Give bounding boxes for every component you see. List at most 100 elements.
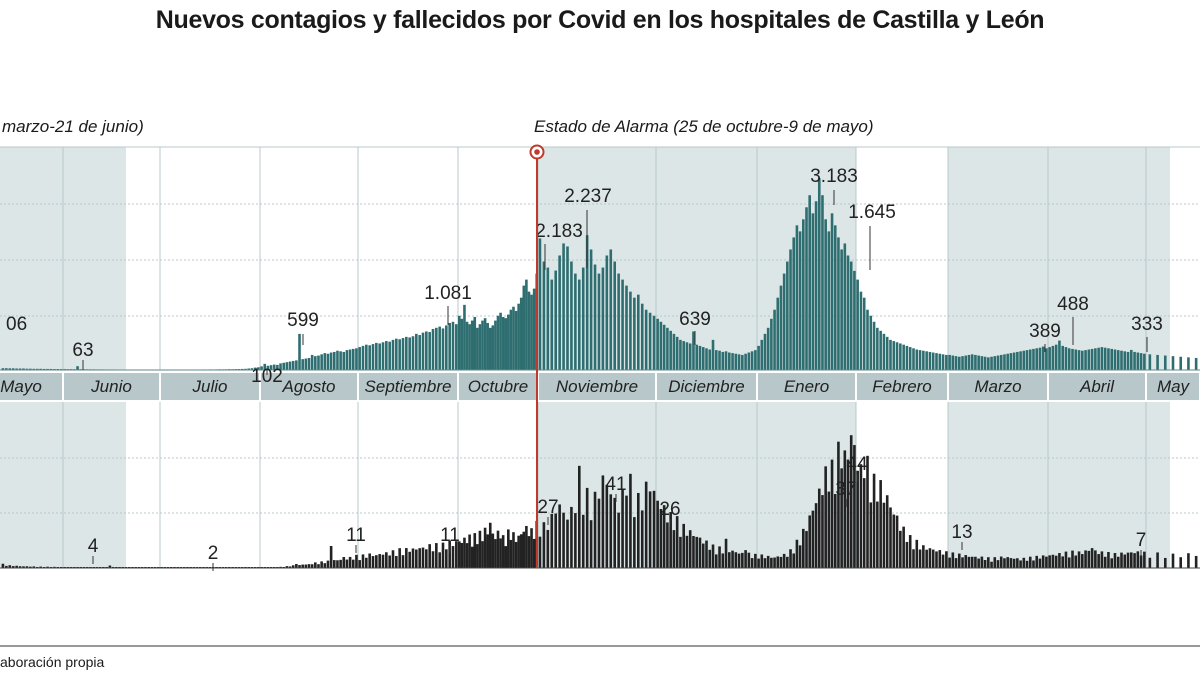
fallecidos-bar — [853, 445, 856, 568]
contagios-bar — [1110, 348, 1113, 370]
contagios-bar — [938, 353, 942, 370]
contagios-bar — [22, 368, 25, 370]
contagios-bar — [317, 355, 320, 370]
contagios-bar — [757, 345, 760, 370]
contagios-bar — [1, 368, 5, 370]
contagios-bar — [18, 368, 22, 370]
contagios-bar — [633, 297, 636, 370]
fallecidos-bar — [1064, 551, 1068, 568]
contagios-bar — [385, 341, 388, 370]
fallecidos-bar — [32, 566, 36, 568]
contagios-bar — [714, 350, 718, 370]
fallecidos-bar — [672, 530, 676, 568]
contagios-bar — [1156, 354, 1159, 370]
contagios-bar — [601, 267, 605, 370]
fallecidos-bar — [859, 464, 863, 568]
contagios-bar — [291, 360, 295, 370]
contagios-bar — [470, 320, 474, 370]
fallecidos-bar — [605, 484, 609, 568]
fallecidos-bar — [381, 554, 385, 568]
contagios-bar — [637, 294, 640, 370]
fallecidos-bar — [460, 542, 464, 568]
contagios-bar — [1028, 349, 1032, 370]
contagios-bar — [29, 368, 32, 370]
contagios-bar — [908, 347, 912, 370]
fallecidos-bar — [659, 509, 663, 568]
contagios-bar — [1012, 352, 1016, 370]
contagios-bar — [1187, 357, 1190, 370]
fallecidos-bar — [879, 480, 882, 568]
month-strip-cell — [161, 373, 259, 400]
fallecidos-bar — [1074, 555, 1078, 568]
contagios-bar — [747, 352, 751, 370]
fallecidos-bar — [1123, 554, 1127, 568]
contagios-bar — [361, 345, 365, 370]
contagios-bar — [1179, 356, 1183, 370]
fallecidos-bar — [902, 526, 905, 568]
fallecidos-bar — [566, 519, 569, 568]
contagios-bar — [766, 327, 770, 370]
fallecidos-bar — [478, 530, 482, 568]
fallecidos-bar — [990, 561, 993, 568]
fallecidos-bar — [558, 504, 561, 568]
contagios-bar — [593, 264, 597, 370]
contagios-bar — [754, 350, 757, 370]
contagios-bar — [724, 351, 728, 370]
fallecidos-bar — [1028, 556, 1032, 568]
fallecidos-bar — [724, 538, 728, 568]
month-label: May — [1157, 377, 1191, 396]
contagios-bar — [675, 336, 679, 370]
fallecidos-bar — [945, 551, 948, 568]
fallecidos-bar — [964, 555, 968, 568]
month-label: Mayo — [0, 377, 42, 396]
fallecidos-bar — [679, 536, 682, 568]
fallecidos-bar — [983, 559, 987, 568]
contagios-bar — [672, 333, 676, 370]
contagios-bar — [269, 365, 273, 370]
contagios-bar — [750, 351, 754, 370]
contagios-bar — [1171, 356, 1175, 370]
month-strip-cell — [1049, 373, 1145, 400]
contagios-annotation: 1.081 — [424, 283, 472, 304]
fallecidos-bar — [1163, 557, 1167, 568]
fallecidos-bar — [504, 546, 508, 568]
contagios-bar — [760, 339, 764, 370]
contagios-bar — [629, 291, 632, 370]
contagios-bar — [285, 362, 289, 370]
fallecidos-bar — [488, 522, 492, 568]
fallecidos-annotation: 2 — [208, 543, 219, 564]
fallecidos-bar — [938, 550, 942, 568]
fallecidos-bar — [375, 555, 378, 568]
contagios-bar — [1071, 348, 1074, 370]
fallecidos-bar — [1090, 548, 1094, 568]
fallecidos-bar — [993, 557, 997, 568]
fallecidos-annotation: 13 — [951, 522, 972, 543]
contagios-bar — [833, 225, 837, 370]
fallecidos-bar — [766, 555, 770, 568]
fallecidos-bar — [770, 557, 773, 568]
contagios-bar — [640, 303, 644, 370]
fallecidos-bar — [918, 549, 922, 568]
fallecidos-bar — [342, 557, 346, 568]
fallecidos-bar — [827, 491, 831, 568]
contagios-bar — [776, 297, 780, 370]
fallecidos-bar — [29, 566, 32, 568]
fallecidos-bar — [491, 533, 495, 568]
contagios-annotation: 3.183 — [810, 166, 858, 187]
contagios-annotation: 2.237 — [564, 186, 612, 207]
contagios-bar — [451, 321, 455, 370]
fallecidos-bar — [486, 534, 489, 568]
contagios-bar — [499, 312, 502, 370]
fallecidos-bar — [365, 557, 368, 568]
contagios-bar — [701, 347, 705, 370]
contagios-bar — [336, 350, 339, 370]
fallecidos-bar — [593, 491, 597, 568]
fallecidos-bar — [457, 541, 461, 568]
fallecidos-bar — [15, 565, 18, 568]
contagios-bar — [562, 243, 565, 370]
month-strip-cell — [949, 373, 1047, 400]
contagios-bar — [514, 310, 518, 370]
fallecidos-bar — [1077, 551, 1081, 568]
contagios-bar — [1097, 347, 1100, 370]
contagios-bar — [435, 327, 438, 370]
